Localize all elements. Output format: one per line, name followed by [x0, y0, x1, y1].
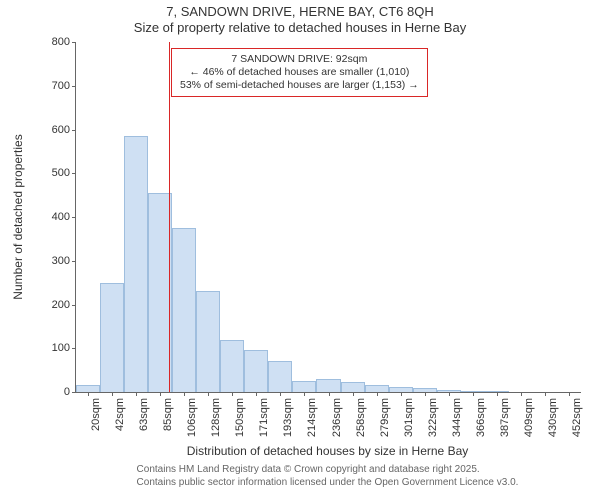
x-tick	[88, 392, 89, 396]
x-tick	[569, 392, 570, 396]
x-tick-label: 171sqm	[258, 398, 270, 437]
plot-area: 010020030040050060070080020sqm42sqm63sqm…	[75, 42, 581, 393]
y-tick-label: 500	[52, 167, 76, 179]
histogram-bar	[124, 136, 148, 392]
histogram-bar	[220, 340, 244, 393]
x-tick	[280, 392, 281, 396]
histogram-bar	[196, 291, 220, 392]
y-tick-label: 100	[52, 342, 76, 354]
title-line-1: 7, SANDOWN DRIVE, HERNE BAY, CT6 8QH	[0, 4, 600, 20]
histogram-bar	[244, 350, 268, 392]
x-tick-label: 214sqm	[306, 398, 318, 437]
x-tick	[473, 392, 474, 396]
x-tick-label: 193sqm	[282, 398, 294, 437]
x-tick	[545, 392, 546, 396]
title-line-2: Size of property relative to detached ho…	[0, 20, 600, 36]
x-tick-label: 452sqm	[571, 398, 583, 437]
y-tick-label: 0	[64, 386, 76, 398]
x-tick	[136, 392, 137, 396]
x-tick	[449, 392, 450, 396]
chart-container: 7, SANDOWN DRIVE, HERNE BAY, CT6 8QH Siz…	[0, 0, 600, 500]
y-tick-label: 200	[52, 299, 76, 311]
histogram-bar	[341, 382, 365, 392]
callout-line-2: ← 46% of detached houses are smaller (1,…	[180, 66, 419, 79]
x-tick	[232, 392, 233, 396]
x-tick	[208, 392, 209, 396]
callout-line-3: 53% of semi-detached houses are larger (…	[180, 79, 419, 92]
x-tick	[497, 392, 498, 396]
x-tick-label: 63sqm	[138, 398, 150, 431]
x-tick-label: 279sqm	[379, 398, 391, 437]
attribution-line-1: Contains HM Land Registry data © Crown c…	[137, 464, 519, 477]
attribution-line-2: Contains public sector information licen…	[137, 477, 519, 490]
x-tick	[304, 392, 305, 396]
x-tick-label: 301sqm	[403, 398, 415, 437]
histogram-bar	[316, 379, 340, 392]
x-tick-label: 322sqm	[427, 398, 439, 437]
x-tick-label: 344sqm	[451, 398, 463, 437]
y-tick-label: 400	[52, 211, 76, 223]
x-tick	[256, 392, 257, 396]
x-tick-label: 128sqm	[210, 398, 222, 437]
callout-line-1: 7 SANDOWN DRIVE: 92sqm	[180, 53, 419, 66]
x-tick-label: 236sqm	[331, 398, 343, 437]
x-tick	[160, 392, 161, 396]
y-tick-label: 800	[52, 36, 76, 48]
x-tick-label: 106sqm	[186, 398, 198, 437]
chart-title: 7, SANDOWN DRIVE, HERNE BAY, CT6 8QH Siz…	[0, 4, 600, 35]
y-tick-label: 700	[52, 80, 76, 92]
histogram-bar	[172, 228, 196, 392]
x-tick-label: 150sqm	[234, 398, 246, 437]
x-tick	[521, 392, 522, 396]
x-tick	[329, 392, 330, 396]
y-axis-label: Number of detached properties	[11, 134, 25, 299]
x-tick-label: 387sqm	[499, 398, 511, 437]
x-tick-label: 409sqm	[523, 398, 535, 437]
callout-box: 7 SANDOWN DRIVE: 92sqm← 46% of detached …	[171, 48, 428, 97]
x-tick-label: 20sqm	[90, 398, 102, 431]
x-tick	[401, 392, 402, 396]
x-tick-label: 430sqm	[547, 398, 559, 437]
histogram-bar	[268, 361, 292, 392]
x-tick	[184, 392, 185, 396]
x-tick	[425, 392, 426, 396]
histogram-bar	[100, 283, 124, 392]
x-tick-label: 42sqm	[114, 398, 126, 431]
x-tick	[377, 392, 378, 396]
x-tick-label: 85sqm	[162, 398, 174, 431]
reference-line	[169, 42, 170, 392]
y-tick-label: 600	[52, 124, 76, 136]
x-tick-label: 366sqm	[475, 398, 487, 437]
x-tick-label: 258sqm	[355, 398, 367, 437]
y-tick-label: 300	[52, 255, 76, 267]
x-tick	[353, 392, 354, 396]
attribution-text: Contains HM Land Registry data © Crown c…	[137, 464, 519, 489]
x-tick	[112, 392, 113, 396]
x-axis-label: Distribution of detached houses by size …	[187, 444, 469, 458]
histogram-bar	[292, 381, 316, 392]
